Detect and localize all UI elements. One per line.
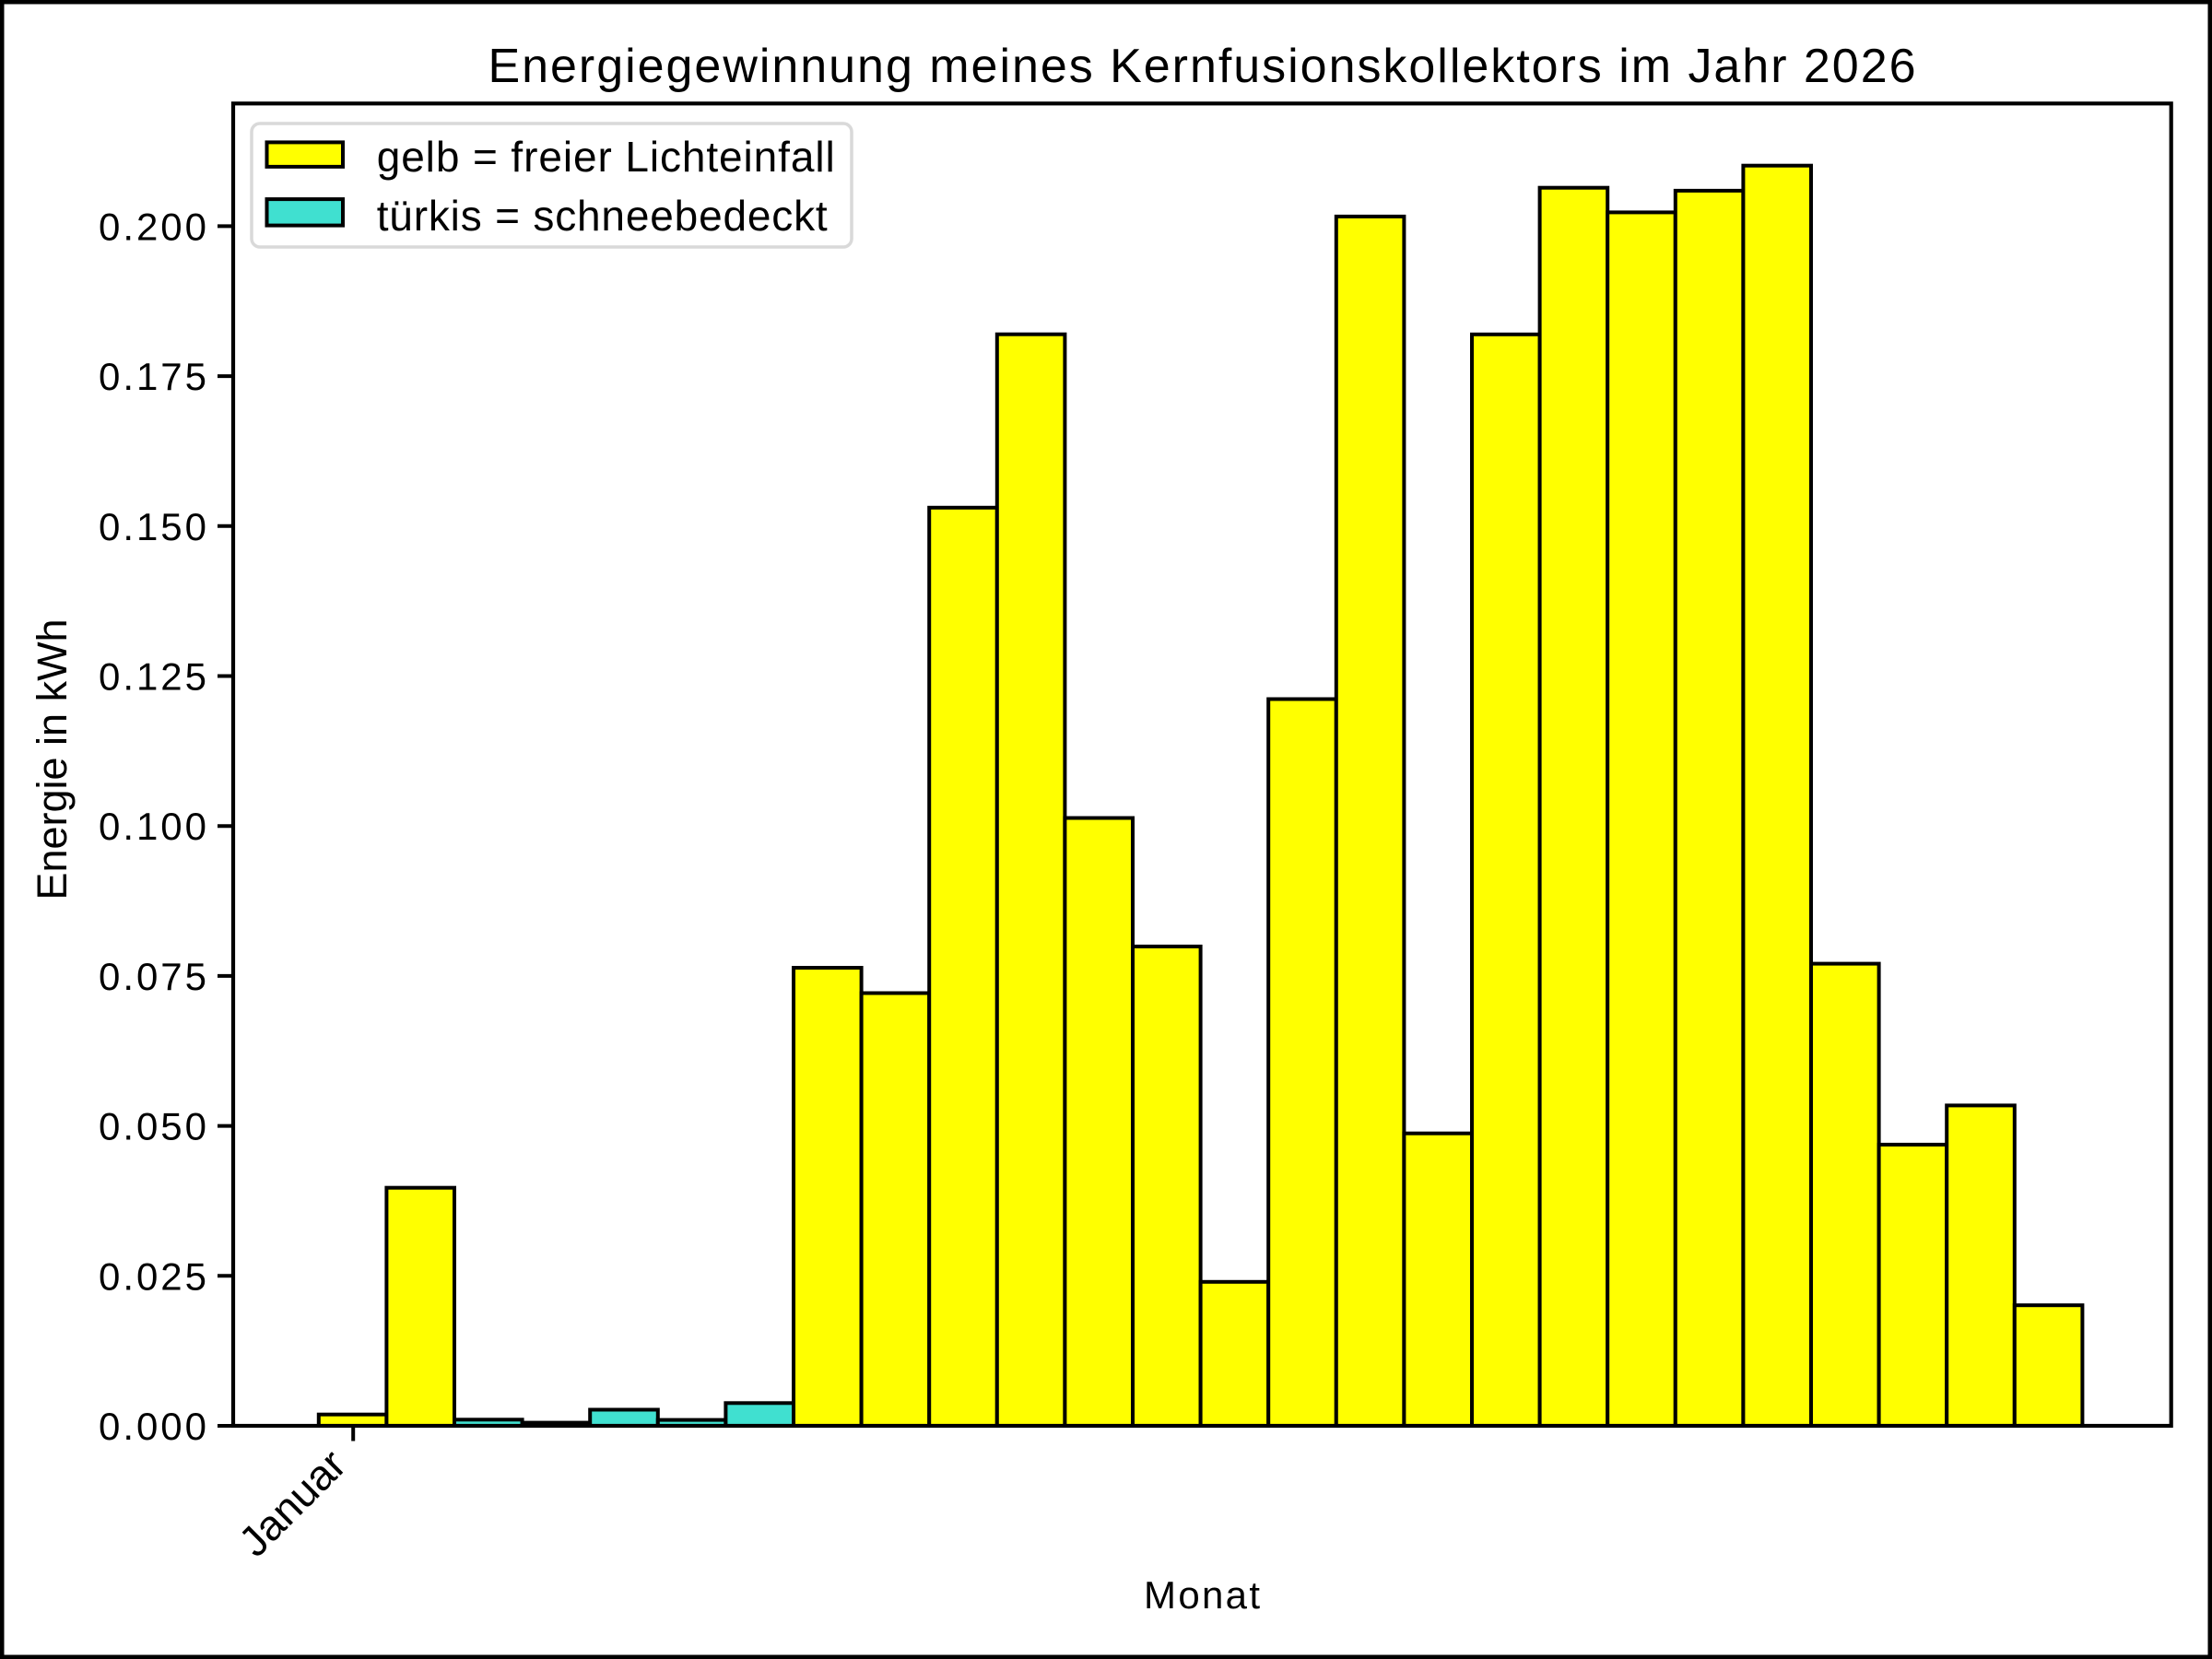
svg-text:0.100: 0.100 [99, 805, 206, 848]
svg-text:Monat: Monat [1144, 1573, 1260, 1617]
svg-text:türkis = schneebedeckt: türkis = schneebedeckt [377, 192, 828, 240]
svg-text:0.000: 0.000 [99, 1405, 206, 1448]
svg-text:Energiegewinnung meines Kernfu: Energiegewinnung meines Kernfusionskolle… [488, 40, 1916, 93]
svg-text:0.175: 0.175 [99, 355, 206, 398]
svg-text:Energie in kWh: Energie in kWh [29, 618, 76, 900]
svg-text:0.050: 0.050 [99, 1105, 206, 1148]
svg-text:0.150: 0.150 [99, 505, 206, 548]
svg-text:0.200: 0.200 [99, 205, 206, 248]
svg-text:0.025: 0.025 [99, 1254, 206, 1298]
svg-text:0.125: 0.125 [99, 655, 206, 699]
svg-text:0.075: 0.075 [99, 955, 206, 998]
svg-text:gelb = freier Lichteinfall: gelb = freier Lichteinfall [377, 133, 835, 181]
